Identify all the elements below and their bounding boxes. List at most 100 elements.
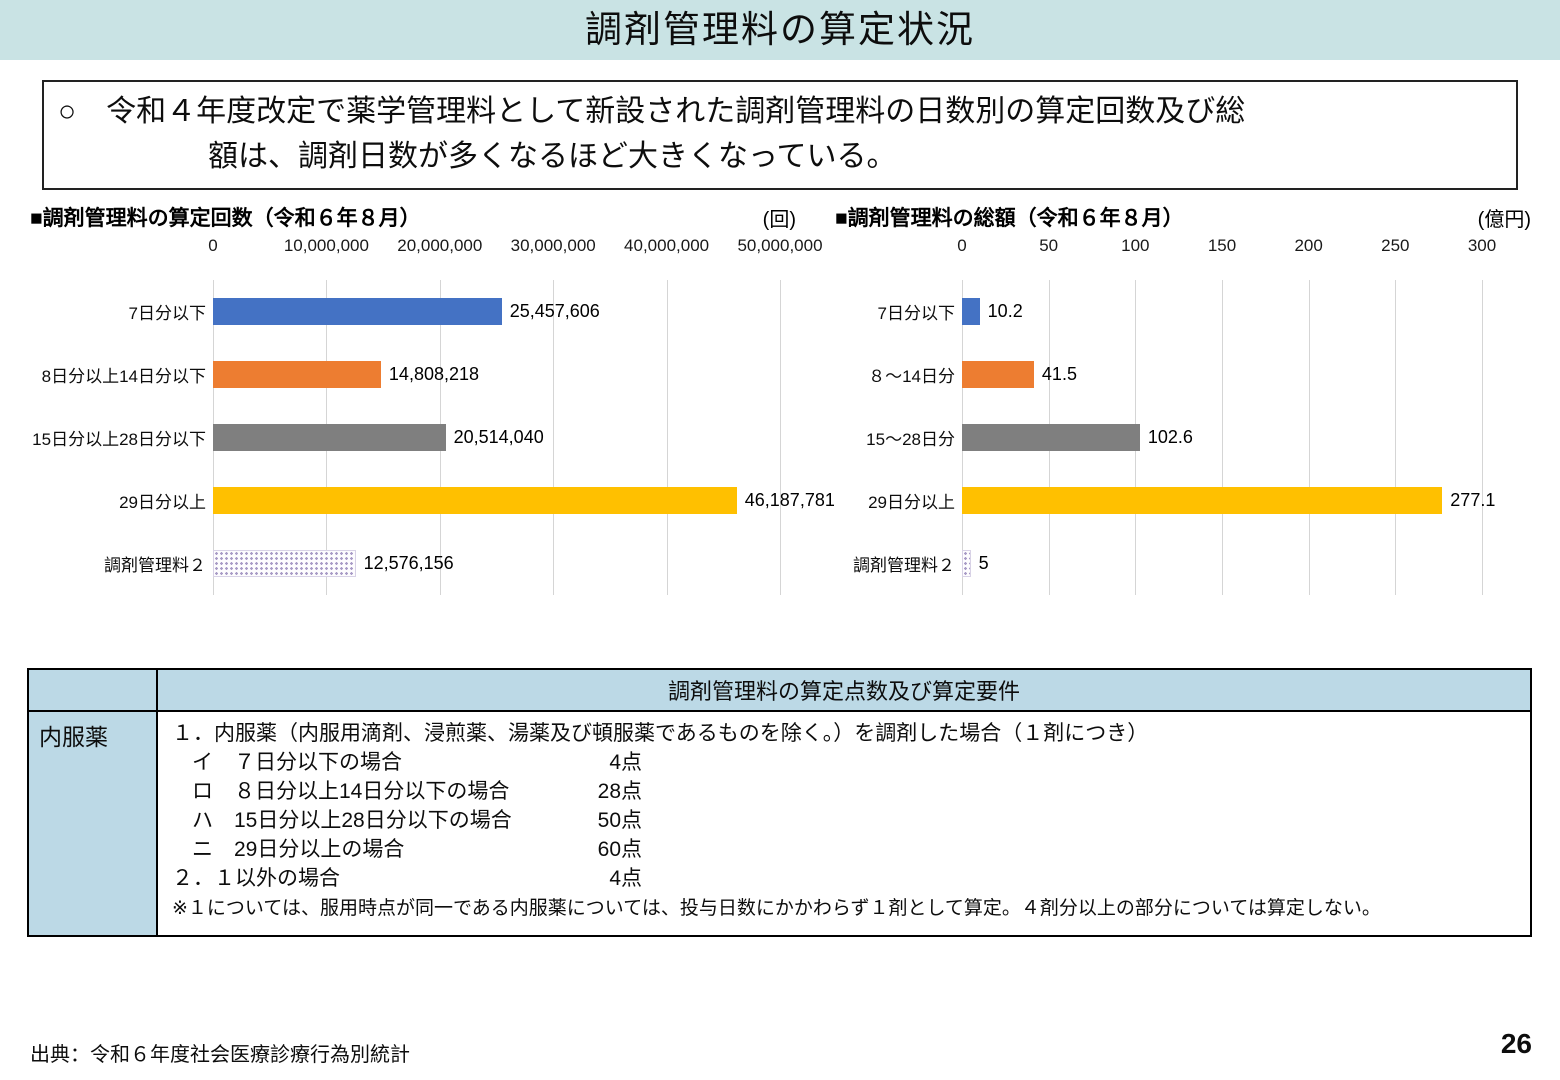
x-tick-label: 100: [1121, 236, 1150, 255]
x-tick-label: 150: [1207, 236, 1237, 255]
category-label: 7日分以下: [877, 304, 955, 323]
bar-row: 14,808,218: [213, 343, 780, 406]
x-axis: 0 50 100 150 200 250 300: [957, 236, 1496, 262]
requirement-points: 28点: [597, 780, 642, 803]
plot-area: 25,457,606 14,808,218 20,514,040 46,187,781…: [213, 280, 835, 595]
requirement-line: イ ７日分以下の場合 4点: [172, 748, 1516, 777]
value-label: 41.5: [1041, 364, 1077, 384]
table-header-spacer: [29, 670, 158, 712]
x-tick-label: 250: [1381, 236, 1410, 255]
bar: [213, 361, 381, 388]
bar: [213, 487, 737, 514]
category-axis: 7日分以下 8日分以上14日分以下 15日分以上28日分以下 29日分以上調剤管理料２: [30, 280, 206, 595]
chart-head: ■調剤管理料の算定回数（令和６年８月） (回): [30, 196, 800, 232]
x-tick-label: 30,000,000: [510, 236, 596, 255]
charts-row: ■調剤管理料の算定回数（令和６年８月） (回) 7日分以下 8日分以上14日分以下…: [30, 196, 1535, 608]
category-label: 調剤管理料２: [104, 556, 206, 575]
value-label: 102.6: [1147, 427, 1193, 447]
gridline: [553, 280, 555, 595]
x-tick-label: 40,000,000: [624, 236, 710, 255]
requirement-text: ロ ８日分以上14日分以下の場合: [192, 780, 510, 803]
chart-unit: (回): [762, 209, 796, 231]
bar: [962, 487, 1443, 514]
bar: [213, 550, 356, 577]
summary-box: ○ 令和４年度改定で薬学管理料として新設された調剤管理料の日数別の算定回数及び総…: [42, 80, 1518, 190]
x-tick-label: 0: [957, 236, 967, 255]
summary-line-2: 額は、調剤日数が多くなるほど大きくなっている。: [208, 140, 897, 173]
x-axis: 0 10,000,000 20,000,000 30,000,000 40,000,00…: [208, 236, 822, 262]
requirement-text: ハ 15日分以上28日分以下の場合: [192, 809, 512, 832]
x-tick-label: 10,000,000: [283, 236, 369, 255]
gridline: [1308, 280, 1310, 595]
category-label: ８～14日分: [868, 367, 955, 386]
bar-row: 12,576,156: [213, 532, 780, 595]
table-header-title: 調剤管理料の算定点数及び算定要件: [158, 670, 1530, 712]
row-label-oral-medicine: 内服薬: [29, 712, 158, 935]
chart-title: ■調剤管理料の算定回数（令和６年８月）: [30, 207, 421, 230]
x-tick-label: 50,000,000: [737, 236, 823, 255]
source-note: 出典：令和６年度社会医療診療行為別統計: [30, 1044, 410, 1066]
bar: [213, 298, 502, 325]
value-label: 25,457,606: [509, 301, 600, 321]
gridline: [780, 280, 781, 595]
gridline: [666, 280, 668, 595]
requirement-line: １．内服薬（内服用滴剤、浸煎薬、湯薬及び頓服薬であるものを除く。）を調剤した場合…: [172, 719, 1516, 748]
chart-title: ■調剤管理料の総額（令和６年８月）: [835, 207, 1184, 230]
category-label: 15～28日分: [866, 430, 955, 449]
requirement-line: ニ 29日分以上の場合 60点: [172, 835, 1516, 864]
category-label: 15日分以上28日分以下: [32, 430, 206, 449]
bar: [962, 424, 1140, 451]
gridline: [1222, 280, 1223, 595]
calculation-count-chart: ■調剤管理料の算定回数（令和６年８月） (回) 7日分以下 8日分以上14日分以下…: [30, 196, 835, 608]
requirement-text: イ ７日分以下の場合: [192, 751, 402, 774]
chart-body: 7日分以下 8日分以上14日分以下 15日分以上28日分以下 29日分以上調剤管理料２…: [30, 236, 835, 608]
requirement-points: 50点: [597, 809, 642, 832]
page-number: 26: [1500, 1028, 1532, 1059]
value-label: 10.2: [987, 301, 1023, 321]
x-tick-label: 0: [208, 236, 218, 255]
category-axis: 7日分以下 ８～14日分 15～28日分 29日分以上調剤管理料２: [835, 280, 955, 595]
gridline: [1395, 280, 1397, 595]
bar-row: 5: [962, 532, 1482, 595]
requirement-points: 4点: [609, 867, 642, 890]
requirement-points: 60点: [597, 838, 642, 861]
requirement-line: ロ ８日分以上14日分以下の場合 28点: [172, 777, 1516, 806]
x-tick-label: 20,000,000: [397, 236, 483, 255]
requirement-line: ２．１以外の場合 4点: [172, 864, 1516, 893]
chart-head: ■調剤管理料の総額（令和６年８月） (億円): [835, 196, 1535, 232]
category-label: 8日分以上14日分以下: [41, 367, 206, 386]
bar-row: 25,457,606: [213, 280, 780, 343]
requirement-text: ※１については、服用時点が同一である内服薬については、投与日数にかかわらず１剤と…: [172, 898, 1381, 919]
value-label: 46,187,781: [744, 490, 835, 510]
summary-line-1: ○ 令和４年度改定で薬学管理料として新設された調剤管理料の日数別の算定回数及び総: [58, 95, 1246, 128]
bar: [962, 298, 980, 325]
value-label: 14,808,218: [388, 364, 480, 384]
category-label: 29日分以上: [119, 493, 206, 512]
plot-area: 10.2 41.5 102.6 277.1 5: [962, 280, 1495, 595]
category-label: 29日分以上: [868, 493, 955, 512]
total-amount-chart: ■調剤管理料の総額（令和６年８月） (億円) 7日分以下 ８～14日分 15～28日…: [835, 196, 1535, 608]
x-tick-label: 200: [1294, 236, 1323, 255]
x-tick-label: 300: [1467, 236, 1497, 255]
bar-row: 102.6: [962, 406, 1482, 469]
requirement-points: 4点: [609, 751, 642, 774]
bar-row: 41.5: [962, 343, 1482, 406]
value-label: 20,514,040: [453, 427, 544, 447]
requirement-text: ニ 29日分以上の場合: [192, 838, 405, 861]
requirement-text: １．内服薬（内服用滴剤、浸煎薬、湯薬及び頓服薬であるものを除く。）を調剤した場合…: [172, 722, 1149, 745]
value-label: 277.1: [1450, 490, 1496, 510]
requirement-text: ２．１以外の場合: [172, 867, 340, 890]
title-band: 調剤管理料の算定状況: [0, 0, 1560, 60]
gridline: [1482, 280, 1483, 595]
bar-row: 10.2: [962, 280, 1482, 343]
value-label: 5: [978, 553, 989, 573]
bar-row: 277.1: [962, 469, 1495, 532]
chart-body: 7日分以下 ８～14日分 15～28日分 29日分以上 調剤管理料２ 0 50 100 150…: [835, 236, 1535, 608]
value-label: 12,576,156: [363, 553, 454, 573]
category-label: 調剤管理料２: [853, 556, 955, 575]
category-label: 7日分以下: [128, 304, 206, 323]
bar-row: 46,187,781: [213, 469, 835, 532]
bar: [962, 361, 1034, 388]
requirements-table: 調剤管理料の算定点数及び算定要件 内服薬 １．内服薬（内服用滴剤、浸煎薬、湯薬及…: [27, 668, 1532, 937]
